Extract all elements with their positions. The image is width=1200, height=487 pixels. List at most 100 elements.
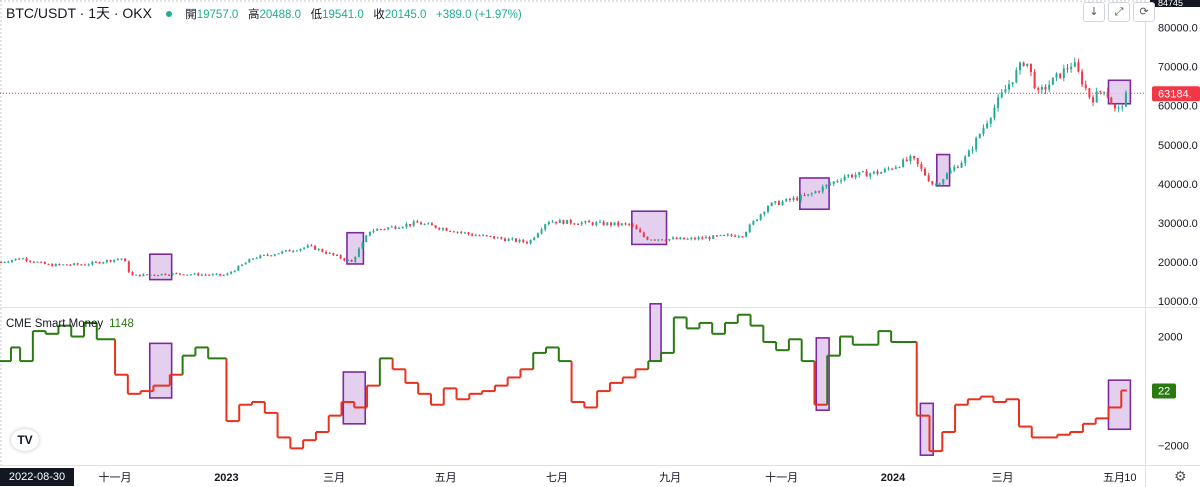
candle-body [818, 191, 821, 193]
candle-body [69, 264, 72, 266]
time-tick-label: 五月 [435, 472, 457, 484]
high-label: 高 [247, 9, 260, 21]
candle-body [409, 224, 412, 226]
candle-body [1059, 73, 1062, 79]
candle-body [230, 271, 233, 274]
market-status-dot [165, 11, 172, 18]
candle-body [427, 223, 430, 225]
candle-body [295, 250, 298, 252]
candle-body [21, 258, 24, 260]
candle-body [756, 219, 759, 221]
candle-body [584, 221, 587, 223]
candle-body [606, 222, 609, 226]
candle-body [102, 262, 105, 264]
candle-body [847, 174, 850, 177]
pane-toolbar: ↓ ⤢ ⟳ [1083, 2, 1155, 22]
candle-body [204, 274, 207, 276]
candle-body [328, 252, 331, 254]
candle-body [423, 223, 426, 225]
candle-body [222, 275, 225, 277]
candle-body [726, 234, 729, 236]
refresh-icon[interactable]: ⟳ [1133, 2, 1155, 22]
candle-body [208, 274, 211, 276]
candle-body [573, 223, 576, 225]
candle-body [777, 201, 780, 205]
candle-body [394, 226, 397, 229]
candle-body [745, 231, 748, 237]
candle-body [131, 272, 134, 276]
candle-body [781, 201, 784, 205]
candle-body [675, 237, 678, 240]
candle-body [631, 224, 634, 226]
candle-body [741, 236, 744, 238]
candle-body [1011, 82, 1014, 85]
candlesticks [0, 57, 1127, 277]
indicator-tick-label: 2000 [1158, 332, 1182, 344]
candle-body [58, 263, 61, 265]
candle-body [339, 255, 342, 259]
candle-body [997, 97, 1000, 108]
price-highlight-box [631, 210, 668, 246]
candle-body [379, 229, 382, 231]
candle-body [113, 259, 116, 262]
candle-body [1081, 71, 1084, 85]
indicator-highlight-box [815, 337, 830, 411]
tradingview-logo-icon[interactable]: TV [11, 429, 39, 451]
candle-body [164, 273, 167, 275]
last-price-label: 63184. [1158, 88, 1192, 100]
candle-body [226, 273, 229, 276]
candle-body [536, 233, 539, 238]
candle-body [1000, 92, 1003, 98]
candle-body [945, 173, 948, 180]
candle-body [244, 262, 247, 265]
candle-body [160, 273, 163, 276]
candle-body [975, 137, 978, 150]
expand-icon[interactable]: ⤢ [1108, 2, 1130, 22]
candle-body [843, 176, 846, 181]
candle-body [938, 183, 941, 185]
candle-body [368, 231, 371, 236]
low-label: 低 [310, 9, 323, 21]
candle-body [317, 249, 320, 251]
candle-body [84, 264, 87, 266]
candle-body [91, 261, 94, 265]
candle-body [485, 235, 488, 237]
indicator-legend[interactable]: CME Smart Money 1148 [6, 318, 134, 330]
candle-body [299, 248, 302, 251]
time-tick-label: 七月 [546, 471, 568, 484]
candle-body [551, 221, 554, 223]
indicator-value-badge [1152, 383, 1176, 399]
candle-body [266, 254, 269, 256]
open-label: 開 [185, 9, 197, 21]
time-axis: 十一月 2023 三月 五月 七月 九月 十一月 2024 三月 五月 10 [99, 470, 1137, 484]
smart-money-line [0, 313, 1127, 453]
candle-body [1040, 87, 1043, 90]
gear-icon[interactable]: ⚙ [1174, 469, 1187, 485]
candle-body [493, 236, 496, 239]
candle-body [259, 255, 262, 259]
candle-body [80, 264, 83, 266]
arrow-down-icon[interactable]: ↓ [1083, 2, 1105, 22]
candle-body [836, 181, 839, 183]
candle-body [639, 229, 642, 233]
candle-body [94, 261, 97, 263]
candle-body [1099, 91, 1102, 93]
time-tick-label: 十一月 [99, 470, 132, 484]
candle-body [967, 150, 970, 157]
candle-body [1033, 71, 1036, 89]
candle-body [920, 164, 923, 169]
candle-body [679, 237, 682, 240]
candle-body [504, 238, 507, 241]
candle-body [1048, 84, 1051, 90]
symbol-title[interactable]: BTC/USDT · 1天 · OKX [6, 5, 152, 21]
candle-body [693, 237, 696, 240]
candle-body [365, 235, 368, 242]
candle-body [306, 245, 309, 248]
candle-body [668, 238, 671, 241]
candle-body [609, 222, 612, 226]
change-value: +389.0 (+1.97%) [436, 9, 522, 21]
candle-body [303, 247, 306, 249]
candle-body [142, 274, 145, 277]
candle-body [891, 168, 894, 170]
candle-body [18, 258, 21, 260]
